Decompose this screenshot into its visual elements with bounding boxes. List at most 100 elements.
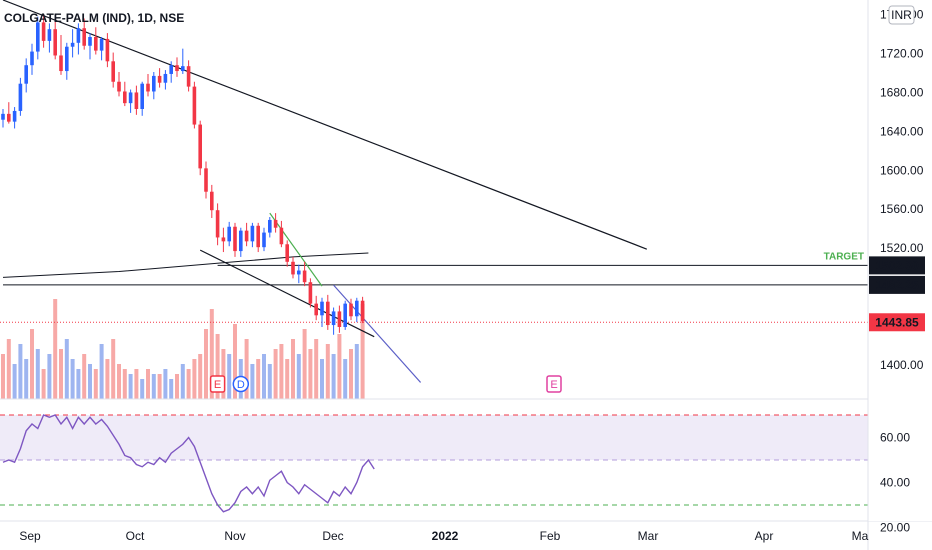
- candle-body: [186, 66, 191, 87]
- trendline: [333, 284, 422, 383]
- chart-title: COLGATE-PALM (IND), 1D, NSE: [4, 11, 184, 25]
- candle-body: [47, 29, 52, 41]
- candle-body: [320, 301, 324, 316]
- volume-bar: [24, 359, 29, 399]
- candle-body: [36, 22, 40, 52]
- last-price-label: 1443.85: [875, 315, 919, 329]
- earnings-marker: [209, 375, 226, 393]
- candle-body: [140, 83, 144, 109]
- volume-bar: [59, 349, 63, 399]
- candle-body: [204, 168, 208, 192]
- volume-bar: [192, 359, 197, 399]
- candle-body: [244, 230, 249, 242]
- volume-bar: [111, 339, 116, 399]
- candle-body: [291, 261, 295, 275]
- trendlines: [2, 0, 648, 383]
- volume-bar: [314, 339, 319, 399]
- candle-body: [12, 110, 17, 122]
- time-tick-label: Apr: [755, 529, 774, 543]
- candle-body: [117, 81, 121, 92]
- rsi-axis-ticks: 60.00 40.00 20.00: [880, 431, 910, 535]
- volume-bar: [198, 354, 203, 399]
- volume-bar: [343, 359, 348, 399]
- candle-body: [30, 51, 34, 66]
- volume-bar: [134, 369, 139, 399]
- volume-bar: [215, 334, 220, 399]
- volume-bar: [99, 344, 104, 399]
- volume-bar: [279, 344, 284, 399]
- candle-body: [302, 270, 307, 283]
- candle-body: [349, 303, 353, 317]
- volume-bar: [175, 374, 179, 399]
- volume-bar: [76, 369, 81, 399]
- level-price-tag: [869, 275, 925, 294]
- volume-bar: [325, 344, 330, 399]
- volume-bar: [360, 304, 365, 399]
- candle-body: [331, 311, 336, 326]
- level-price-label: 1482.25: [875, 278, 919, 292]
- volume-bar: [18, 344, 23, 399]
- volume-bar: [296, 354, 301, 399]
- candle-body: [157, 75, 162, 83]
- time-tick-label: Oct: [126, 529, 145, 543]
- price-tick-label: 1640.00: [880, 124, 924, 138]
- level-price-label: 1502.30: [875, 258, 919, 272]
- price-tick-label: 1560.00: [880, 202, 924, 216]
- target-label: TARGET: [824, 251, 864, 262]
- candle-body: [227, 226, 231, 242]
- volume-bar: [70, 359, 75, 399]
- currency-badge[interactable]: [888, 5, 915, 25]
- time-tick-label: 2022: [432, 529, 459, 543]
- candle-body: [308, 282, 313, 304]
- candle-body: [146, 83, 150, 92]
- candle-body: [198, 124, 202, 169]
- candle-body: [65, 46, 69, 72]
- candle-body: [163, 73, 168, 83]
- last-price-tag: [869, 313, 925, 332]
- candle-body: [273, 219, 278, 228]
- candles: [1, 15, 365, 335]
- level-price-tag: [869, 256, 925, 275]
- rsi-tick-label: 60.00: [880, 431, 910, 445]
- candle-body: [337, 311, 342, 327]
- volume-bar: [1, 354, 5, 399]
- volume-bar: [209, 309, 214, 399]
- volume-bar: [354, 344, 359, 399]
- candle-body: [24, 65, 28, 84]
- volume-bar: [180, 364, 185, 399]
- candle-body: [250, 225, 255, 242]
- candle-body: [256, 225, 260, 248]
- volume-bar: [157, 374, 162, 399]
- volume-bar: [244, 339, 249, 399]
- volume-bar: [88, 364, 92, 399]
- candle-body: [169, 65, 173, 74]
- price-tick-label: 1400.00: [880, 358, 924, 372]
- rsi-tick-label: 20.00: [880, 521, 910, 535]
- volume-bar: [262, 354, 266, 399]
- trendline: [269, 212, 323, 287]
- candle-body: [59, 55, 63, 72]
- volume-bar: [151, 374, 156, 399]
- volume-bar: [337, 334, 342, 399]
- candle-body: [297, 270, 301, 275]
- volume-bar: [140, 379, 145, 399]
- candle-body: [70, 42, 75, 47]
- candle-body: [355, 300, 359, 317]
- volume-bar: [53, 299, 58, 399]
- candle-body: [105, 38, 110, 62]
- time-axis-ticks: Sep Oct Nov Dec 2022 Feb Mar Apr Ma: [19, 529, 868, 543]
- candle-body: [175, 65, 179, 72]
- volume-bar: [331, 354, 336, 399]
- volume-bar: [12, 364, 17, 399]
- candle-body: [88, 36, 92, 46]
- candle-body: [192, 86, 197, 125]
- volume-bar: [117, 364, 121, 399]
- volume-bar: [250, 364, 255, 399]
- candle-body: [99, 38, 104, 51]
- candle-body: [18, 83, 23, 111]
- candle-body: [215, 210, 220, 238]
- price-tick-label: 1680.00: [880, 85, 924, 99]
- candle-body: [221, 237, 226, 242]
